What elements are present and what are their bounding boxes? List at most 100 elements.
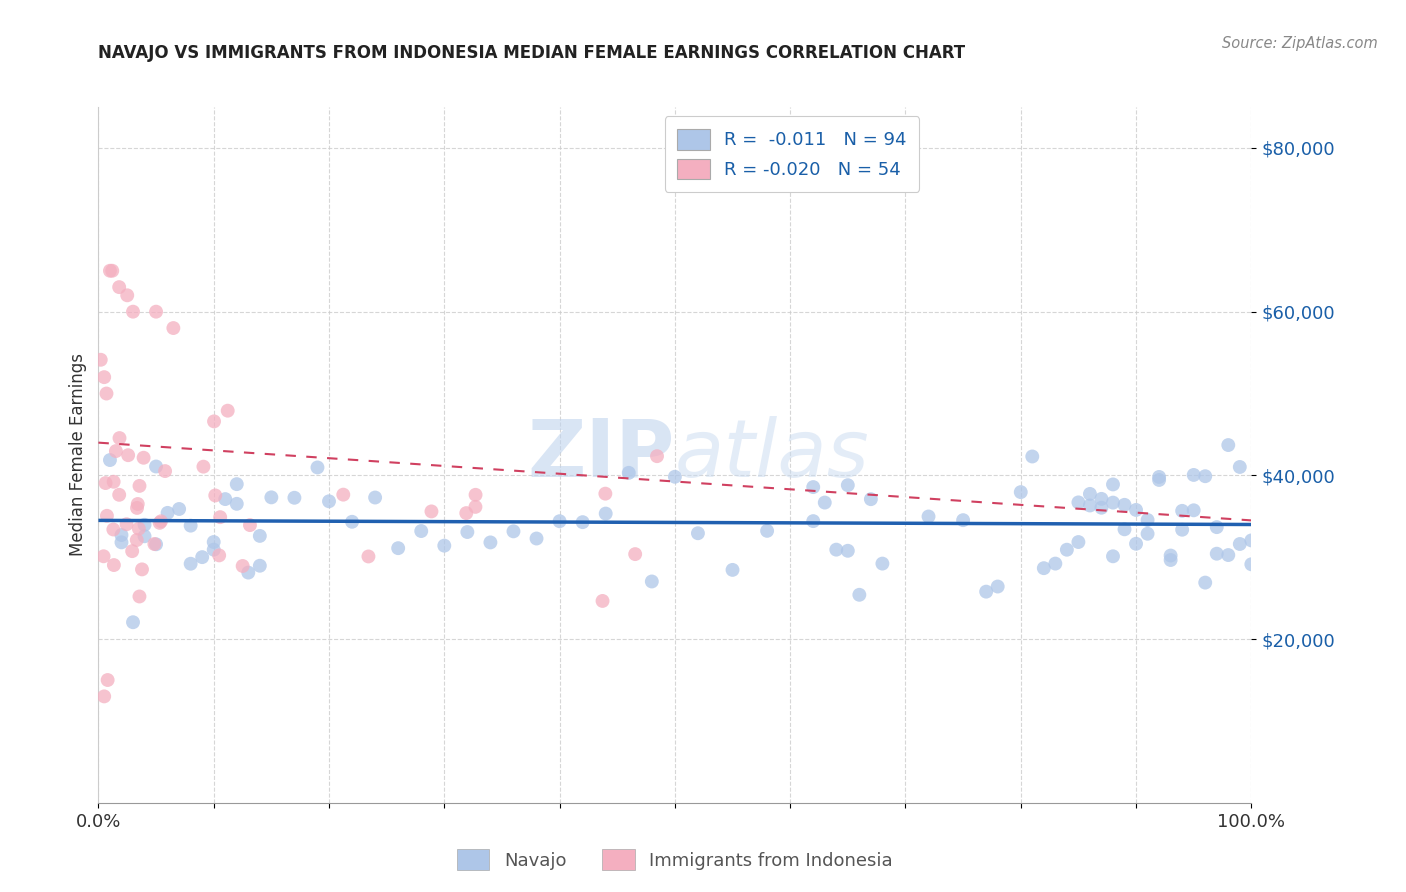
Point xyxy=(1147,470,1170,484)
Point xyxy=(987,580,1010,594)
Point xyxy=(1090,500,1112,515)
Point xyxy=(1045,557,1067,571)
Point xyxy=(664,469,686,483)
Point xyxy=(180,557,202,571)
Point xyxy=(1067,495,1090,509)
Point xyxy=(117,288,138,302)
Point xyxy=(96,508,118,523)
Point xyxy=(624,547,647,561)
Point xyxy=(645,449,668,463)
Point xyxy=(121,544,143,558)
Point xyxy=(98,453,121,467)
Point xyxy=(108,280,131,294)
Point xyxy=(110,535,132,549)
Point xyxy=(571,515,593,529)
Point xyxy=(1194,469,1216,483)
Point xyxy=(595,486,617,500)
Text: NAVAJO VS IMMIGRANTS FROM INDONESIA MEDIAN FEMALE EARNINGS CORRELATION CHART: NAVAJO VS IMMIGRANTS FROM INDONESIA MEDI… xyxy=(98,45,966,62)
Point xyxy=(150,514,173,528)
Point xyxy=(1056,542,1078,557)
Point xyxy=(167,502,190,516)
Point xyxy=(801,514,824,528)
Text: Source: ZipAtlas.com: Source: ZipAtlas.com xyxy=(1222,36,1378,51)
Point xyxy=(825,542,848,557)
Point xyxy=(1102,549,1125,564)
Point xyxy=(153,464,176,478)
Point xyxy=(103,558,125,572)
Point xyxy=(641,574,664,589)
Point xyxy=(872,557,894,571)
Text: ZIP: ZIP xyxy=(527,416,675,494)
Point xyxy=(1182,467,1205,482)
Point xyxy=(115,517,138,532)
Point xyxy=(837,478,859,492)
Point xyxy=(93,549,115,564)
Point xyxy=(837,543,859,558)
Point xyxy=(202,542,225,557)
Point xyxy=(145,459,167,474)
Point xyxy=(145,304,167,318)
Point xyxy=(1125,503,1147,517)
Point xyxy=(110,528,132,542)
Point xyxy=(1194,575,1216,590)
Point xyxy=(1125,537,1147,551)
Point xyxy=(340,515,363,529)
Point xyxy=(122,304,145,318)
Point xyxy=(98,264,121,278)
Point xyxy=(117,448,139,462)
Point xyxy=(756,524,779,538)
Point xyxy=(433,539,456,553)
Point xyxy=(1182,503,1205,517)
Point xyxy=(1160,553,1182,567)
Point xyxy=(202,414,225,428)
Point xyxy=(97,673,120,687)
Point xyxy=(420,504,443,518)
Point xyxy=(156,506,179,520)
Point xyxy=(1136,526,1159,541)
Point xyxy=(332,488,354,502)
Point xyxy=(1147,473,1170,487)
Point xyxy=(132,450,155,465)
Point xyxy=(1114,522,1136,536)
Point xyxy=(125,500,148,515)
Point xyxy=(108,431,131,445)
Point xyxy=(122,615,145,630)
Point xyxy=(307,460,329,475)
Point xyxy=(1067,535,1090,549)
Point xyxy=(93,370,115,384)
Point xyxy=(93,690,115,704)
Point xyxy=(96,386,118,401)
Point xyxy=(1021,450,1043,464)
Point xyxy=(721,563,744,577)
Point xyxy=(595,507,617,521)
Point xyxy=(1102,495,1125,509)
Point xyxy=(143,537,166,551)
Point xyxy=(128,590,150,604)
Point xyxy=(1240,558,1263,572)
Point xyxy=(209,510,232,524)
Point xyxy=(1218,438,1240,452)
Point xyxy=(848,588,870,602)
Point xyxy=(464,488,486,502)
Point xyxy=(1114,498,1136,512)
Point xyxy=(104,444,127,458)
Point xyxy=(1218,548,1240,562)
Point xyxy=(686,526,709,541)
Point xyxy=(239,518,262,533)
Point xyxy=(249,529,271,543)
Point xyxy=(617,466,640,480)
Point xyxy=(1171,523,1194,537)
Point xyxy=(592,594,614,608)
Point xyxy=(411,524,433,538)
Point xyxy=(387,541,409,556)
Point xyxy=(357,549,380,564)
Y-axis label: Median Female Earnings: Median Female Earnings xyxy=(69,353,87,557)
Point xyxy=(1078,487,1101,501)
Point xyxy=(260,491,283,505)
Point xyxy=(814,495,837,509)
Point xyxy=(1171,504,1194,518)
Point xyxy=(125,533,148,547)
Point xyxy=(103,523,125,537)
Point xyxy=(191,550,214,565)
Point xyxy=(225,477,247,491)
